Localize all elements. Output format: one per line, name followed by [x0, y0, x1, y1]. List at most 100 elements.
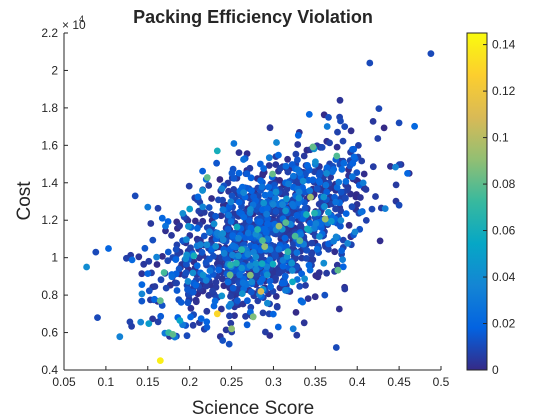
- data-point: [263, 205, 271, 212]
- data-point: [137, 318, 145, 326]
- data-point: [240, 189, 248, 197]
- data-point: [252, 253, 260, 261]
- data-point: [239, 279, 247, 287]
- data-point: [269, 310, 277, 318]
- data-point: [172, 256, 180, 263]
- y-axis-ticks: 0.4 0.6 0.8 1 1.2 1.4 1.6 1.8 2 2.2: [41, 26, 68, 377]
- x-tick-label: 0.05: [52, 375, 76, 389]
- data-point: [199, 271, 207, 279]
- y-tick-label: 1.2: [41, 213, 58, 227]
- data-point: [300, 152, 308, 160]
- data-point: [192, 281, 200, 289]
- data-point: [186, 205, 194, 213]
- data-point: [243, 321, 251, 329]
- data-point: [153, 253, 161, 261]
- data-point: [197, 315, 205, 322]
- colorbar-tick-label: 0.08: [492, 177, 516, 191]
- data-point: [182, 269, 190, 277]
- data-point: [311, 209, 318, 217]
- data-point: [243, 170, 251, 178]
- data-point: [291, 232, 299, 240]
- data-point: [258, 183, 266, 191]
- data-point: [275, 151, 282, 159]
- data-point: [183, 236, 190, 244]
- data-point: [212, 212, 220, 220]
- data-point: [205, 182, 213, 189]
- data-point: [187, 313, 195, 321]
- data-point: [337, 117, 344, 125]
- data-point: [305, 111, 313, 118]
- y-tick-label: 1.8: [41, 101, 58, 115]
- y-tick-label: 1: [51, 251, 58, 265]
- data-point: [282, 219, 290, 227]
- data-point: [275, 222, 283, 230]
- data-point: [333, 261, 341, 269]
- data-point: [262, 229, 270, 237]
- data-point: [197, 241, 204, 249]
- data-point: [304, 176, 312, 184]
- data-point: [200, 232, 208, 240]
- data-point: [272, 188, 280, 196]
- x-tick-label: 0.5: [433, 375, 450, 389]
- data-point: [203, 241, 211, 249]
- data-point: [236, 271, 244, 279]
- data-point: [203, 323, 211, 331]
- data-point: [338, 166, 346, 173]
- data-point: [395, 201, 403, 209]
- data-point: [164, 257, 172, 265]
- data-point: [235, 252, 242, 260]
- data-point: [336, 96, 344, 104]
- data-point: [230, 140, 238, 147]
- data-point: [292, 254, 299, 262]
- data-point: [235, 149, 243, 157]
- data-point: [94, 314, 101, 321]
- data-point: [347, 127, 355, 135]
- data-point: [177, 299, 185, 306]
- data-point: [332, 198, 340, 206]
- data-point: [292, 309, 300, 316]
- data-point: [131, 192, 139, 200]
- data-point: [323, 170, 330, 177]
- data-point: [192, 298, 200, 306]
- data-point: [238, 246, 246, 254]
- colorbar-tick-label: 0.1: [492, 131, 509, 145]
- data-point: [342, 178, 350, 185]
- data-point: [288, 259, 296, 267]
- data-point: [272, 161, 280, 169]
- data-point: [283, 195, 290, 203]
- data-point: [265, 154, 273, 162]
- x-tick-label: 0.15: [136, 375, 160, 389]
- data-point: [123, 254, 130, 262]
- data-point: [281, 234, 289, 242]
- data-point: [263, 210, 270, 218]
- data-point: [304, 295, 312, 302]
- data-point: [200, 209, 208, 216]
- data-point: [145, 257, 153, 265]
- data-point: [162, 222, 169, 230]
- data-point: [231, 312, 238, 319]
- data-point: [247, 206, 254, 213]
- data-point: [145, 320, 153, 327]
- data-point: [339, 263, 347, 271]
- data-point: [189, 288, 197, 296]
- data-point: [233, 259, 240, 267]
- chart-title: Packing Efficiency Violation: [133, 7, 373, 27]
- data-point: [246, 271, 254, 279]
- data-point: [266, 277, 274, 285]
- data-point: [341, 123, 349, 130]
- data-point: [298, 270, 306, 278]
- data-point: [154, 318, 162, 326]
- data-point: [228, 169, 236, 177]
- data-point: [218, 185, 226, 193]
- data-point: [246, 217, 253, 225]
- data-point: [259, 237, 266, 244]
- data-point: [296, 237, 304, 245]
- data-point: [293, 249, 301, 256]
- y-tick-label: 0.4: [41, 363, 58, 377]
- data-point: [209, 287, 216, 295]
- data-point: [228, 325, 236, 333]
- data-point: [372, 193, 379, 200]
- data-point: [261, 243, 269, 251]
- data-point: [156, 357, 164, 364]
- data-point: [199, 167, 207, 175]
